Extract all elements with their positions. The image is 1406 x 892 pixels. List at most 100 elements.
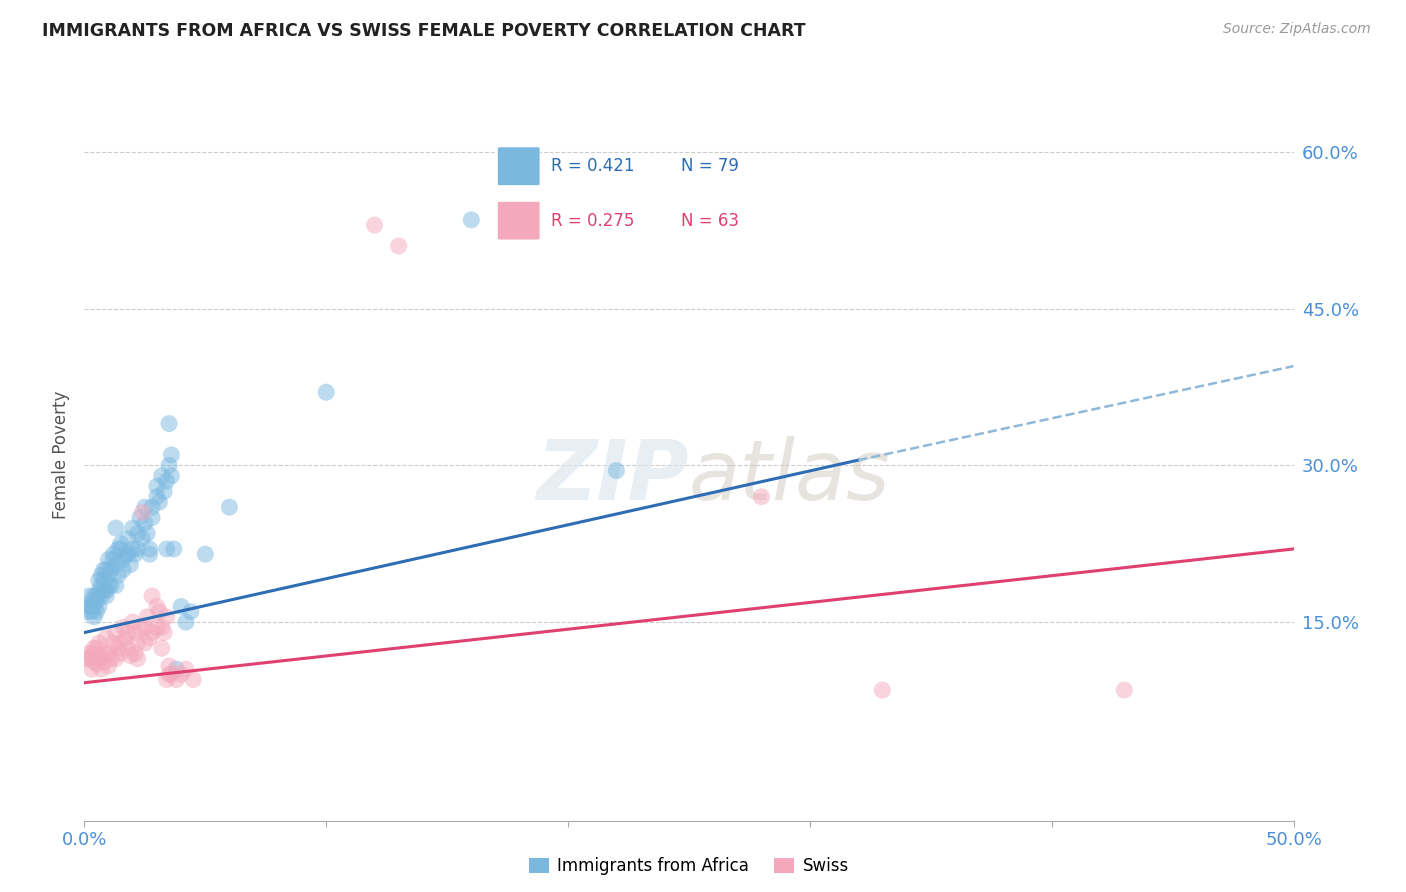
Point xyxy=(120,648,142,663)
Point xyxy=(181,673,204,687)
Point xyxy=(218,500,240,515)
Point xyxy=(100,651,122,665)
Point xyxy=(114,547,136,561)
Point xyxy=(146,599,169,614)
Point xyxy=(194,547,217,561)
Text: Source: ZipAtlas.com: Source: ZipAtlas.com xyxy=(1223,22,1371,37)
Point xyxy=(104,651,127,665)
Point xyxy=(148,605,170,619)
FancyBboxPatch shape xyxy=(498,202,540,240)
Point xyxy=(87,599,110,614)
Point xyxy=(160,448,183,462)
Point xyxy=(146,620,169,634)
Point xyxy=(87,636,110,650)
Point xyxy=(112,552,135,566)
Point xyxy=(141,589,163,603)
Point xyxy=(174,662,197,676)
Point xyxy=(97,568,120,582)
Point xyxy=(103,636,125,650)
Point xyxy=(104,578,127,592)
Point xyxy=(94,631,117,645)
Point xyxy=(90,568,112,582)
Point xyxy=(155,541,177,556)
Point xyxy=(107,541,129,556)
Point xyxy=(86,594,108,608)
Point xyxy=(160,468,183,483)
Point xyxy=(1114,683,1136,698)
Point xyxy=(114,631,136,645)
Point xyxy=(87,574,110,588)
Point xyxy=(157,417,180,431)
Point xyxy=(163,541,186,556)
Point xyxy=(104,558,127,572)
Point xyxy=(138,547,160,561)
Point xyxy=(110,541,132,556)
Point xyxy=(94,647,117,661)
Point xyxy=(93,583,115,598)
Point xyxy=(155,610,177,624)
Point xyxy=(86,641,108,656)
Point xyxy=(94,583,117,598)
Point xyxy=(97,659,120,673)
Point xyxy=(112,563,135,577)
Point xyxy=(77,647,100,661)
Point xyxy=(120,558,142,572)
Point xyxy=(117,532,139,546)
Point xyxy=(127,526,149,541)
Point xyxy=(86,589,108,603)
Text: N = 79: N = 79 xyxy=(681,157,738,175)
Point xyxy=(170,599,193,614)
Point xyxy=(153,484,176,499)
Point xyxy=(97,552,120,566)
Point xyxy=(94,563,117,577)
Text: IMMIGRANTS FROM AFRICA VS SWISS FEMALE POVERTY CORRELATION CHART: IMMIGRANTS FROM AFRICA VS SWISS FEMALE P… xyxy=(42,22,806,40)
Point xyxy=(110,537,132,551)
Point xyxy=(148,495,170,509)
Point xyxy=(165,662,187,676)
Point xyxy=(136,610,159,624)
Point xyxy=(77,651,100,665)
Point xyxy=(157,659,180,673)
Point xyxy=(80,648,103,663)
Point xyxy=(150,641,173,656)
Point xyxy=(87,583,110,598)
Point xyxy=(315,385,337,400)
Point xyxy=(83,589,105,603)
Text: R = 0.275: R = 0.275 xyxy=(551,211,634,229)
Point xyxy=(124,547,146,561)
Point xyxy=(117,547,139,561)
Point xyxy=(180,605,202,619)
Point xyxy=(127,651,149,665)
Y-axis label: Female Poverty: Female Poverty xyxy=(52,391,70,519)
Point xyxy=(157,667,180,681)
Point xyxy=(150,468,173,483)
Point xyxy=(124,625,146,640)
Point xyxy=(93,563,115,577)
Point xyxy=(80,662,103,676)
Point xyxy=(90,589,112,603)
Text: R = 0.421: R = 0.421 xyxy=(551,157,634,175)
Point xyxy=(138,631,160,645)
Point xyxy=(94,589,117,603)
Point xyxy=(134,636,156,650)
FancyBboxPatch shape xyxy=(498,147,540,186)
Point xyxy=(138,541,160,556)
Point xyxy=(90,578,112,592)
Point xyxy=(363,218,385,232)
Point xyxy=(117,641,139,656)
Point xyxy=(103,547,125,561)
Point xyxy=(121,541,143,556)
Point xyxy=(141,510,163,524)
Point xyxy=(83,641,105,656)
Point xyxy=(170,667,193,681)
Point xyxy=(77,599,100,614)
Point xyxy=(83,655,105,669)
Point xyxy=(76,605,98,619)
Point xyxy=(388,239,411,253)
Point xyxy=(121,521,143,535)
Point xyxy=(134,620,156,634)
Point xyxy=(90,662,112,676)
Point xyxy=(110,647,132,661)
Legend: Immigrants from Africa, Swiss: Immigrants from Africa, Swiss xyxy=(523,850,855,882)
Point xyxy=(104,521,127,535)
